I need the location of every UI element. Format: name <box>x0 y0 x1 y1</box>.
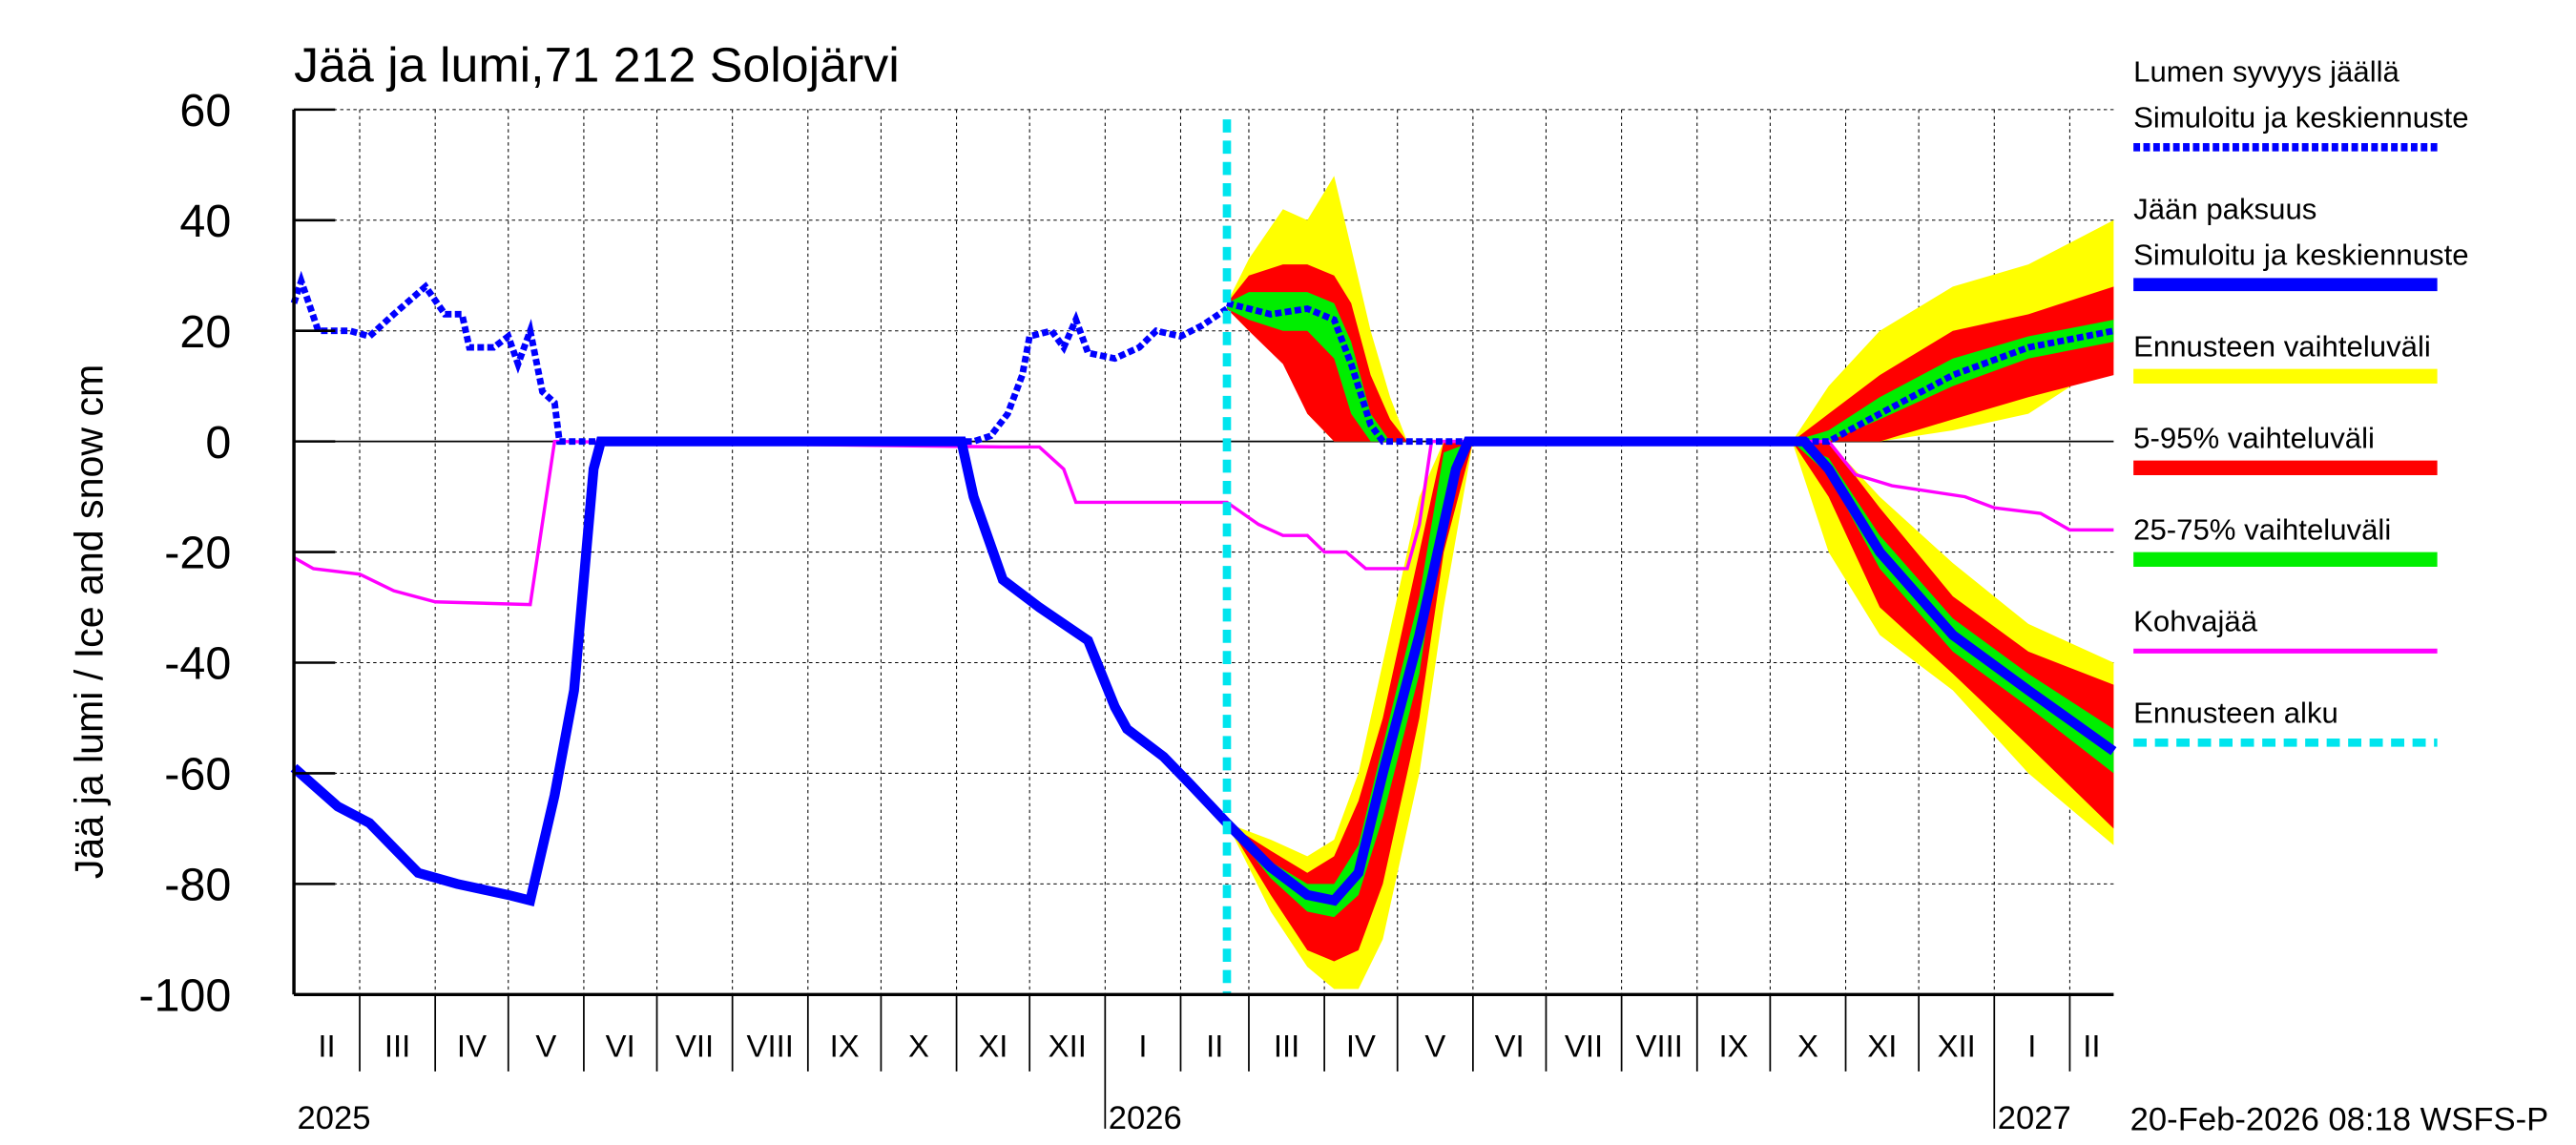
month-label: VII <box>1565 1029 1603 1064</box>
month-label: IV <box>1346 1029 1376 1064</box>
legend-label: Lumen syvyys jäällä <box>2133 55 2399 89</box>
chart-title: Jää ja lumi,71 212 Solojärvi <box>294 37 900 93</box>
timestamp: 20-Feb-2026 08:18 WSFS-P <box>2130 1102 2549 1138</box>
series-lines <box>290 119 2117 995</box>
year-label: 2025 <box>298 1100 371 1136</box>
month-label: X <box>1797 1029 1818 1064</box>
month-label: II <box>1206 1029 1223 1064</box>
band-green <box>1792 320 2114 442</box>
y-tick-label: 60 <box>179 85 231 136</box>
y-tick-label: 20 <box>179 306 231 358</box>
legend-label: Ennusteen alku <box>2133 697 2338 730</box>
month-label: III <box>384 1029 410 1064</box>
month-label: IX <box>1719 1029 1749 1064</box>
y-tick-label: -20 <box>164 528 231 579</box>
y-tick-label: -60 <box>164 749 231 801</box>
legend-label: Kohvajää <box>2133 605 2258 638</box>
y-tick-label: -100 <box>138 970 231 1022</box>
month-label: XII <box>1049 1029 1087 1064</box>
legend-label: 5-95% vaihteluväli <box>2133 422 2375 455</box>
month-label: V <box>1424 1029 1445 1064</box>
month-label: IV <box>457 1029 487 1064</box>
y-tick-label: -80 <box>164 860 231 911</box>
month-label: V <box>535 1029 556 1064</box>
month-label: XI <box>978 1029 1008 1064</box>
month-label: VI <box>1495 1029 1525 1064</box>
month-label: VIII <box>747 1029 794 1064</box>
y-tick-label: 40 <box>179 196 231 247</box>
month-label: II <box>318 1029 335 1064</box>
month-label: X <box>908 1029 929 1064</box>
legend: Lumen syvyys jäällä Simuloitu ja keskienn… <box>2133 55 2469 747</box>
month-label: XI <box>1867 1029 1897 1064</box>
month-label: VIII <box>1636 1029 1683 1064</box>
legend-label: Jään paksuus <box>2133 193 2316 226</box>
ice-forecast-line <box>1223 436 2117 906</box>
month-label: VI <box>606 1029 635 1064</box>
year-label: 2026 <box>1109 1100 1182 1136</box>
legend-label: 25-75% vaihteluväli <box>2133 513 2391 547</box>
ice-thickness-line <box>290 436 1231 907</box>
slush-ice-line <box>293 439 2114 607</box>
year-label: 2027 <box>1998 1100 2071 1136</box>
band-red <box>1226 264 1407 442</box>
legend-label: Simuloitu ja keskiennuste <box>2133 239 2468 272</box>
legend-label: Simuloitu ja keskiennuste <box>2133 101 2468 135</box>
band-yellow <box>1226 441 1473 989</box>
month-label: XII <box>1938 1029 1976 1064</box>
month-label: I <box>2027 1029 2036 1064</box>
month-label: IX <box>830 1029 860 1064</box>
month-label: VII <box>675 1029 714 1064</box>
snow-depth-line <box>290 270 1229 446</box>
snow-forecast-line <box>1226 300 2115 446</box>
y-tick-label: 0 <box>205 417 231 468</box>
month-label: III <box>1274 1029 1299 1064</box>
legend-label: Ennusteen vaihteluväli <box>2133 330 2431 364</box>
y-axis-label: Jää ja lumi / Ice and snow cm <box>67 364 111 879</box>
y-tick-label: -40 <box>164 638 231 690</box>
month-label: II <box>2083 1029 2100 1064</box>
month-label: I <box>1138 1029 1147 1064</box>
